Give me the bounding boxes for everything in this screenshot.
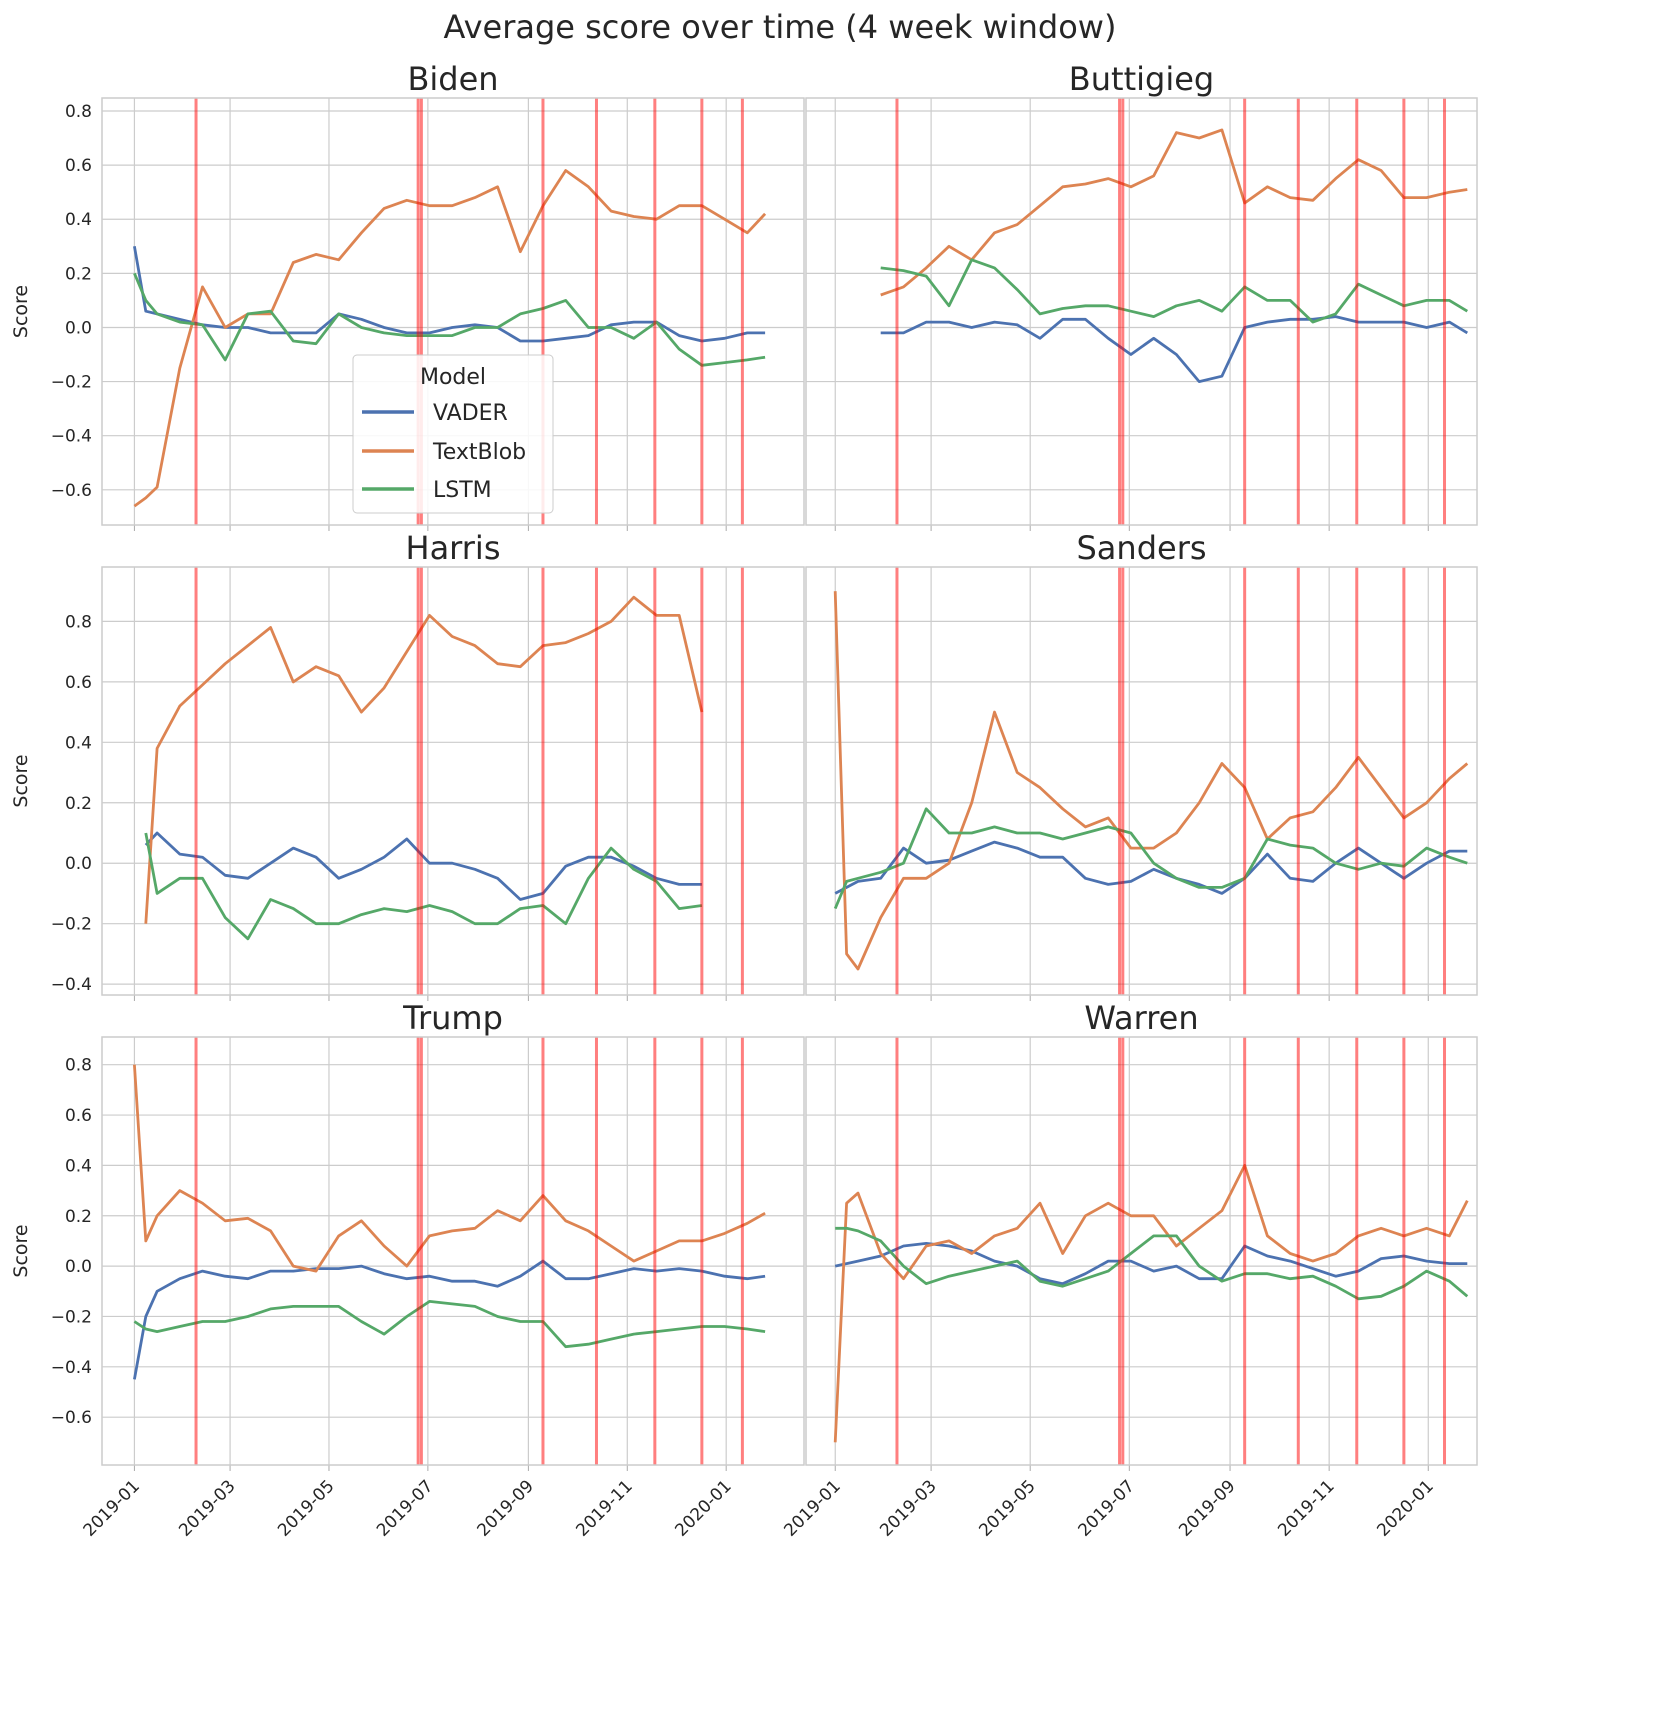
y-tick-label: −0.4 xyxy=(51,427,92,447)
x-tick-label: 2019-09 xyxy=(474,1476,538,1540)
series-line-lstm xyxy=(835,1226,1469,1301)
x-tick-label: 2019-11 xyxy=(1274,1476,1338,1540)
y-tick-label: 0.2 xyxy=(65,1207,92,1227)
y-axis-label: Score xyxy=(10,754,32,807)
y-tick-label: 0.2 xyxy=(65,264,92,284)
y-tick-label: 0.6 xyxy=(65,1106,92,1126)
panel-title: Warren xyxy=(1084,999,1198,1037)
panel-buttigieg: Buttigieg xyxy=(805,60,1478,531)
x-tick-label: 2019-03 xyxy=(175,1476,239,1540)
x-tick-label: 2019-05 xyxy=(274,1476,338,1540)
y-tick-label: −0.2 xyxy=(51,915,92,935)
series-line-lstm xyxy=(133,272,766,367)
y-tick-label: −0.2 xyxy=(51,1307,92,1327)
axes-frame xyxy=(101,566,805,996)
panel-title: Trump xyxy=(402,999,503,1037)
axes-frame xyxy=(805,1036,1478,1466)
plot-area xyxy=(806,1037,1477,1465)
panel-title: Buttigieg xyxy=(1069,60,1214,98)
series-line-vader xyxy=(133,246,766,343)
y-tick-label: 0.0 xyxy=(65,854,92,874)
y-tick-label: 0.8 xyxy=(65,102,92,122)
x-tick-label: 2020-01 xyxy=(1373,1476,1437,1540)
panel-warren: 2019-01 2019-03 2019-05 2019-07 2019-09 2019-… xyxy=(780,999,1478,1541)
y-tick-label: 0.4 xyxy=(65,733,92,753)
y-tick-label: 0.0 xyxy=(65,318,92,338)
figure-title: Average score over time (4 week window) xyxy=(444,8,1117,46)
x-tick-label: 2020-01 xyxy=(671,1476,735,1540)
panel-title: Biden xyxy=(407,60,498,98)
y-tick-label: −0.6 xyxy=(51,481,92,501)
x-tick-label: 2019-01 xyxy=(780,1476,844,1540)
legend-box xyxy=(352,354,554,514)
series-line-textblob xyxy=(833,1164,1469,1443)
panel-sanders: Sanders xyxy=(805,529,1478,1001)
series-line-textblob xyxy=(133,169,767,508)
y-tick-label: −0.4 xyxy=(51,975,92,995)
y-tick-label: 0.6 xyxy=(65,156,92,176)
panel-title: Harris xyxy=(406,529,501,567)
x-tick-label: 2019-01 xyxy=(80,1476,144,1540)
panel-harris: −0.4 −0.2 0.0 0.2 0.4 0.6 0.8 Harris Score xyxy=(10,529,805,1001)
series-line-vader xyxy=(834,1242,1468,1286)
y-tick-label: −0.6 xyxy=(51,1408,92,1428)
x-tick-label: 2019-11 xyxy=(572,1476,636,1540)
series-line-vader xyxy=(880,315,1469,383)
legend: Model VADER TextBlob LSTM xyxy=(352,354,554,514)
y-tick-label: −0.2 xyxy=(51,373,92,393)
x-tick-label: 2019-07 xyxy=(373,1476,437,1540)
series-line-vader xyxy=(834,840,1468,895)
panel-trump: −0.6 −0.4 −0.2 0.0 0.2 0.4 0.6 0.8 2019-01 2019-0… xyxy=(10,999,805,1541)
x-tick-label: 2019-07 xyxy=(1074,1476,1138,1540)
legend-label-vader: VADER xyxy=(433,401,508,426)
legend-label-lstm: LSTM xyxy=(433,478,492,503)
y-tick-label: 0.0 xyxy=(65,1257,92,1277)
axes-frame xyxy=(805,97,1478,526)
y-tick-label: 0.6 xyxy=(65,673,92,693)
x-tick-label: 2019-05 xyxy=(975,1476,1039,1540)
y-tick-label: −0.4 xyxy=(51,1358,92,1378)
series-line-lstm xyxy=(833,807,1468,910)
x-tick-label: 2019-03 xyxy=(876,1476,940,1540)
y-tick-label: 0.8 xyxy=(65,1056,92,1076)
series-line-lstm xyxy=(133,1300,766,1349)
axes-frame xyxy=(805,566,1478,996)
y-tick-label: 0.2 xyxy=(65,794,92,814)
series-line-lstm xyxy=(880,258,1469,324)
y-tick-label: 0.4 xyxy=(65,210,92,230)
y-axis-label: Score xyxy=(10,285,32,338)
y-tick-label: 0.8 xyxy=(65,612,92,632)
y-tick-label: 0.4 xyxy=(65,1156,92,1176)
subplot-grid: −0.6 −0.4 −0.2 0.0 0.2 0.4 0.6 0.8 Biden Score But… xyxy=(10,60,1478,1541)
plot-area xyxy=(102,1037,804,1465)
legend-label-textblob: TextBlob xyxy=(432,440,526,465)
y-axis-label: Score xyxy=(10,1224,32,1277)
axes-frame xyxy=(101,1036,805,1466)
series-line-textblob xyxy=(880,128,1468,297)
series-line-textblob xyxy=(133,1064,766,1273)
plot-area xyxy=(806,98,1477,525)
series-line-vader xyxy=(133,1259,766,1380)
x-tick-label: 2019-09 xyxy=(1175,1476,1239,1540)
plot-area xyxy=(102,567,804,995)
panel-title: Sanders xyxy=(1076,529,1206,567)
legend-title: Model xyxy=(420,365,486,390)
axes-frame xyxy=(101,97,805,526)
